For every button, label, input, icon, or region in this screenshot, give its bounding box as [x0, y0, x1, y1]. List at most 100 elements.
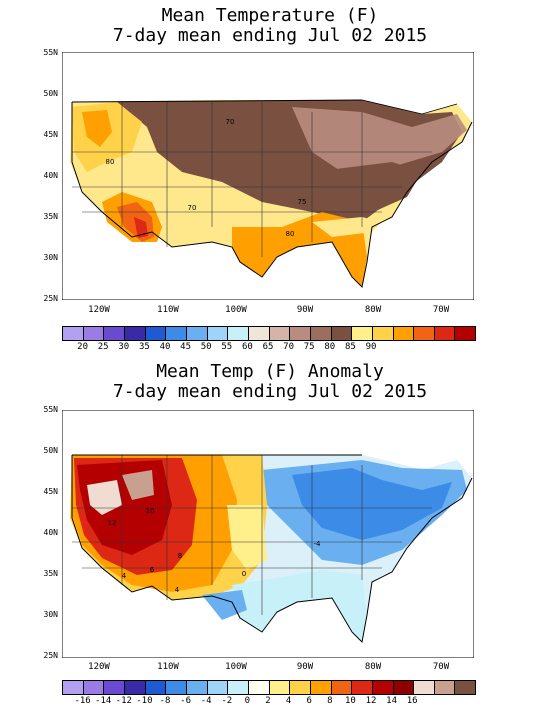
colorbar-swatch	[414, 327, 435, 340]
brown-75-east	[312, 162, 422, 217]
darkred-southwest	[134, 217, 148, 238]
colorbar-swatch	[269, 681, 291, 694]
colorbar-swatch	[290, 681, 311, 694]
bottom-colorbar	[62, 680, 476, 695]
lon-label: 120W	[88, 305, 110, 315]
contour-label: -4	[314, 540, 322, 548]
contour-label: 4	[122, 572, 127, 580]
colorbar-label: 12	[365, 696, 377, 706]
lat-label: 50N	[43, 446, 58, 455]
colorbar-swatch	[331, 681, 353, 694]
pink-anomaly-mt	[122, 470, 154, 500]
blue-east-dark	[292, 468, 452, 540]
texas-blue	[202, 590, 247, 620]
colorbar-label: 2	[265, 696, 271, 706]
colorbar-label: 65	[262, 342, 274, 352]
colorbar-label: -6	[180, 696, 192, 706]
contour-label: 80	[286, 230, 295, 238]
colorbar-swatch	[455, 681, 476, 694]
colorbar-swatch	[63, 681, 84, 694]
colorbar-label: 85	[344, 342, 356, 352]
contour-label: 6	[150, 566, 155, 574]
yellow-gulf	[312, 217, 382, 237]
lon-label: 100W	[225, 305, 247, 315]
top-title: Mean Temperature (F)	[161, 5, 379, 26]
lat-label: 45N	[43, 130, 58, 139]
colorbar-swatch	[372, 327, 394, 340]
colorbar-label: 4	[285, 696, 292, 706]
colorbar-swatch	[393, 681, 415, 694]
contour-label: 8	[178, 552, 182, 560]
contour-label: 0	[242, 570, 246, 578]
colorbar-label: -10	[136, 696, 153, 706]
colorbar-swatch	[145, 327, 167, 340]
bottom-subtitle: 7-day mean ending Jul 02 2015	[112, 381, 428, 402]
colorbar-label: 80	[324, 342, 336, 352]
colorbar-label: 25	[97, 342, 109, 352]
colorbar-swatch	[104, 681, 125, 694]
top-subtitle: 7-day mean ending Jul 02 2015	[112, 25, 428, 46]
colorbar-swatch	[269, 327, 291, 340]
colorbar-swatch	[310, 681, 332, 694]
contour-label: 75	[298, 198, 307, 206]
lat-label: 45N	[43, 487, 58, 496]
colorbar-swatch	[290, 327, 311, 340]
lon-label: 90W	[296, 662, 314, 672]
colorbar-swatch	[352, 681, 373, 694]
top-colorbar	[62, 326, 476, 341]
colorbar-label: 45	[180, 342, 192, 352]
colorbar-swatch	[393, 327, 415, 340]
top-temperature-map: 70 80 70 75 80	[62, 52, 474, 300]
colorbar-swatch	[248, 681, 270, 694]
colorbar-label: 20	[77, 342, 89, 352]
colorbar-label: 6	[306, 696, 312, 706]
colorbar-swatch	[248, 327, 270, 340]
colorbar-label: -16	[74, 696, 91, 706]
colorbar-label: 8	[327, 696, 333, 706]
bottom-anomaly-map: 10 12 8 4 6 -4 0 4	[62, 410, 474, 658]
colorbar-label: 75	[303, 342, 315, 352]
bottom-title: Mean Temp (F) Anomaly	[156, 361, 384, 382]
west-orange-ridge	[82, 110, 112, 147]
lat-label: 25N	[43, 294, 58, 303]
colorbar-label: 40	[159, 342, 171, 352]
colorbar-swatch	[434, 327, 456, 340]
yellow-plains	[227, 505, 267, 570]
lat-label: 35N	[43, 569, 58, 578]
colorbar-label: 50	[200, 342, 212, 352]
colorbar-swatch	[207, 681, 229, 694]
lon-label: 80W	[364, 662, 382, 672]
lat-label: 25N	[43, 651, 58, 660]
lat-label: 30N	[43, 253, 58, 262]
south-light	[232, 570, 367, 642]
lon-label: 110W	[157, 662, 179, 672]
colorbar-swatch	[434, 681, 456, 694]
lon-label: 70W	[432, 662, 450, 672]
colorbar-swatch	[352, 327, 373, 340]
lat-label: 40N	[43, 528, 58, 537]
lat-label: 30N	[43, 610, 58, 619]
contour-label: 70	[188, 204, 197, 212]
lat-label: 35N	[43, 212, 58, 221]
colorbar-swatch	[186, 681, 208, 694]
colorbar-swatch	[372, 681, 394, 694]
colorbar-swatch	[63, 327, 84, 340]
colorbar-label: -12	[115, 696, 132, 706]
colorbar-swatch	[83, 327, 105, 340]
colorbar-swatch	[104, 327, 125, 340]
colorbar-label: -2	[221, 696, 233, 706]
colorbar-swatch	[228, 681, 249, 694]
colorbar-swatch	[228, 327, 249, 340]
contour-label: 12	[108, 519, 117, 527]
contour-label: 70	[226, 118, 235, 126]
colorbar-label: 90	[365, 342, 377, 352]
lon-label: 70W	[432, 305, 450, 315]
lon-label: 90W	[296, 305, 314, 315]
brown-65-region	[292, 107, 467, 172]
colorbar-swatch	[166, 681, 187, 694]
lat-label: 55N	[43, 405, 58, 414]
colorbar-swatch	[186, 327, 208, 340]
colorbar-swatch	[83, 681, 105, 694]
lat-label: 40N	[43, 171, 58, 180]
colorbar-label: 16	[406, 696, 418, 706]
